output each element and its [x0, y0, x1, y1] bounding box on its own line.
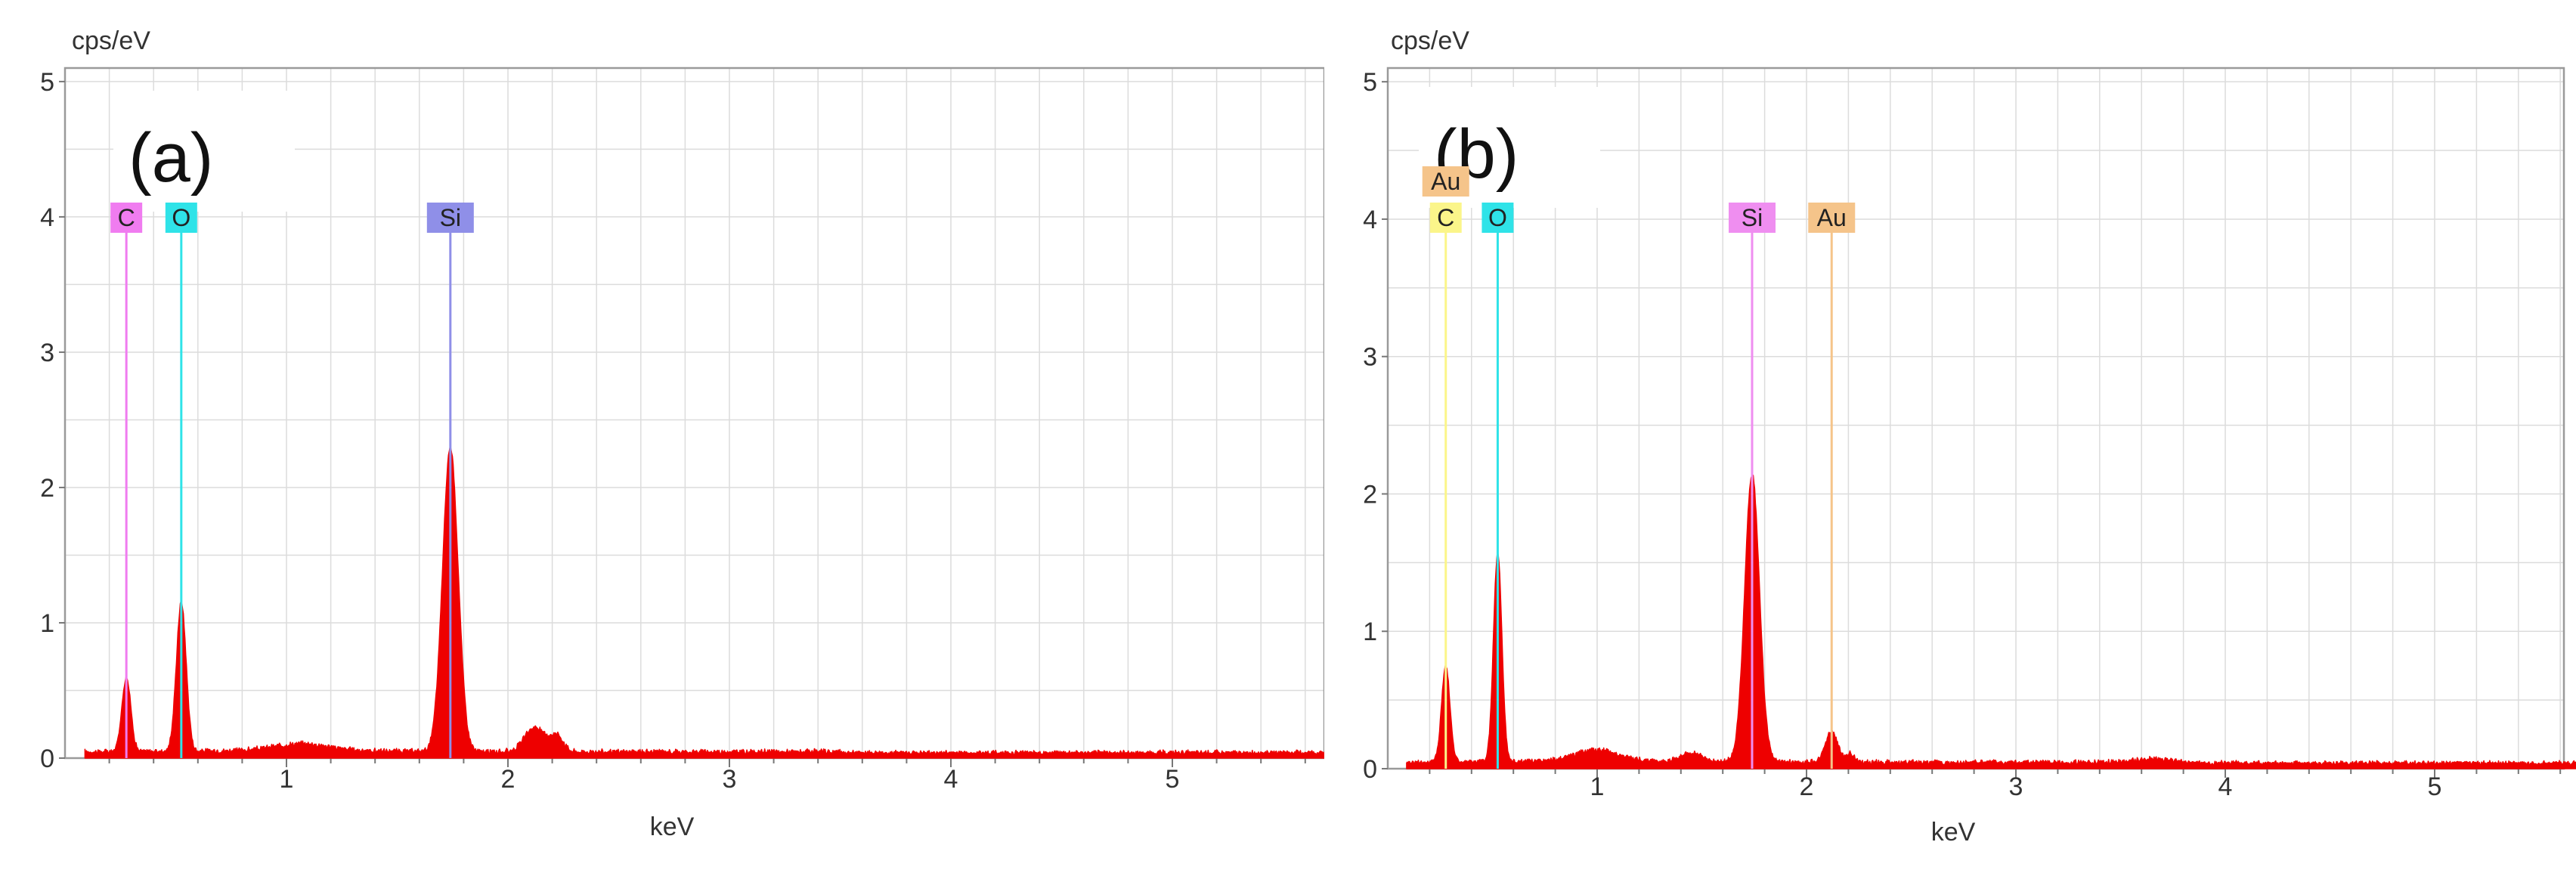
y-tick-label: 0	[40, 745, 54, 773]
marker-label-o: O	[172, 204, 190, 231]
y-tick-label: 5	[1363, 68, 1377, 97]
x-tick-label: 3	[2009, 772, 2023, 801]
x-tick-label: 1	[280, 765, 294, 794]
marker-label-box-o	[165, 203, 197, 233]
y-tick-label: 1	[40, 609, 54, 638]
x-tick-label: 2	[501, 765, 516, 794]
y-tick-label: 4	[1363, 206, 1377, 234]
marker-label-si: Si	[440, 204, 461, 231]
marker-label-c: C	[118, 204, 135, 231]
marker-label-box-si	[426, 203, 474, 233]
spectrum-series	[1406, 474, 2576, 769]
marker-label-o: O	[1488, 204, 1507, 231]
y-tick-label: 3	[1363, 343, 1377, 372]
eds-spectrum-a: 0 1 2 3 4 5 1 2 3 4 5 cps/eV keV (a) C O Si	[40, 26, 1324, 841]
panel-letter-background	[113, 91, 295, 212]
y-axis-label: cps/eV	[72, 26, 150, 55]
marker-label-si: Si	[1742, 204, 1763, 231]
grid	[1388, 68, 2564, 769]
y-tick-label: 0	[1363, 755, 1377, 784]
y-tick-label: 2	[1363, 480, 1377, 509]
x-axis-label: keV	[650, 813, 695, 841]
marker-label-au: Au	[1817, 204, 1847, 231]
y-tick-label: 1	[1363, 618, 1377, 646]
marker-label-c: C	[1437, 204, 1454, 231]
marker-label-box-c	[110, 203, 143, 233]
chart-panel-b: 0 1 2 3 4 5 1 2 3 4 5 cps/eV keV (b) Au C O Si Au	[1324, 0, 2576, 873]
x-tick-label: 3	[723, 765, 737, 794]
y-tick-label: 2	[40, 474, 54, 503]
spectrum-series	[84, 446, 1324, 759]
y-axis-label: cps/eV	[1391, 26, 1469, 55]
y-tick-label: 4	[40, 203, 54, 232]
x-tick-label: 5	[2428, 772, 2442, 801]
y-tick-label: 5	[40, 68, 54, 97]
x-tick-label: 2	[1800, 772, 1814, 801]
y-tick-label: 3	[40, 339, 54, 367]
x-tick-label: 1	[1590, 772, 1605, 801]
chart-panel-a: 0 1 2 3 4 5 1 2 3 4 5 cps/eV keV (a) C O Si	[40, 26, 1324, 841]
x-tick-label: 4	[944, 765, 958, 794]
marker-label-box-o	[1482, 203, 1514, 233]
marker-label-au: Au	[1431, 168, 1460, 195]
x-tick-label: 5	[1166, 765, 1180, 794]
marker-label-box-au	[1808, 203, 1856, 233]
marker-label-box-au	[1422, 166, 1469, 197]
x-tick-label: 4	[2218, 772, 2233, 801]
panel-letter: (a)	[128, 119, 213, 197]
marker-label-box-si	[1728, 203, 1776, 233]
x-axis-label: keV	[1931, 818, 1976, 847]
marker-label-box-c	[1429, 203, 1462, 233]
